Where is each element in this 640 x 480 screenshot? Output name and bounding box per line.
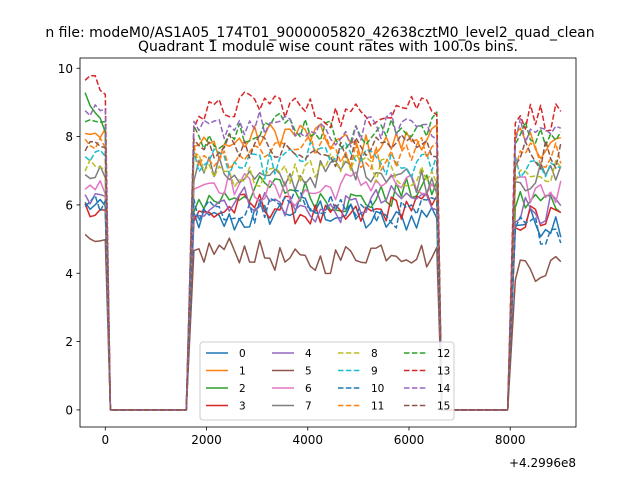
x-axis-offset-label: +4.2996e8 <box>509 456 576 470</box>
legend-label-6: 6 <box>305 383 312 395</box>
y-tick-label: 2 <box>65 335 73 349</box>
legend-label-1: 1 <box>239 366 246 378</box>
x-tick-label: 0 <box>101 433 109 447</box>
legend-label-11: 11 <box>371 401 384 413</box>
legend-label-8: 8 <box>371 348 378 360</box>
y-tick-label: 10 <box>58 62 73 76</box>
legend-label-9: 9 <box>371 366 378 378</box>
legend-label-10: 10 <box>371 383 384 395</box>
legend-box <box>199 341 455 421</box>
series-line-15 <box>84 133 562 411</box>
legend-label-2: 2 <box>239 383 246 395</box>
legend-label-15: 15 <box>437 401 450 413</box>
y-tick-label: 0 <box>65 403 73 417</box>
legend-label-5: 5 <box>305 366 312 378</box>
x-tick-label: 6000 <box>394 433 425 447</box>
plot-frame <box>79 57 577 428</box>
y-tick-label: 6 <box>65 198 73 212</box>
x-tick-label: 2000 <box>191 433 222 447</box>
legend-label-14: 14 <box>437 383 451 395</box>
legend-label-4: 4 <box>305 348 312 360</box>
x-axis: 0 2000 4000 6000 8000 <box>101 427 525 447</box>
chart-title: Quadrant 1 module wise count rates with … <box>138 39 518 55</box>
legend-label-12: 12 <box>437 348 450 360</box>
y-axis: 0 2 4 6 8 10 <box>58 62 80 417</box>
x-tick-label: 4000 <box>292 433 323 447</box>
y-tick-label: 8 <box>65 130 73 144</box>
legend-label-3: 3 <box>239 401 246 413</box>
x-tick-label: 8000 <box>495 433 526 447</box>
legend-label-0: 0 <box>239 348 246 360</box>
figure-suptitle: n file: modeM0/AS1A05_174T01_9000005820_… <box>45 25 594 41</box>
legend-label-13: 13 <box>437 366 450 378</box>
y-tick-label: 4 <box>65 267 73 281</box>
plot-area <box>79 57 577 428</box>
legend-label-7: 7 <box>305 401 312 413</box>
